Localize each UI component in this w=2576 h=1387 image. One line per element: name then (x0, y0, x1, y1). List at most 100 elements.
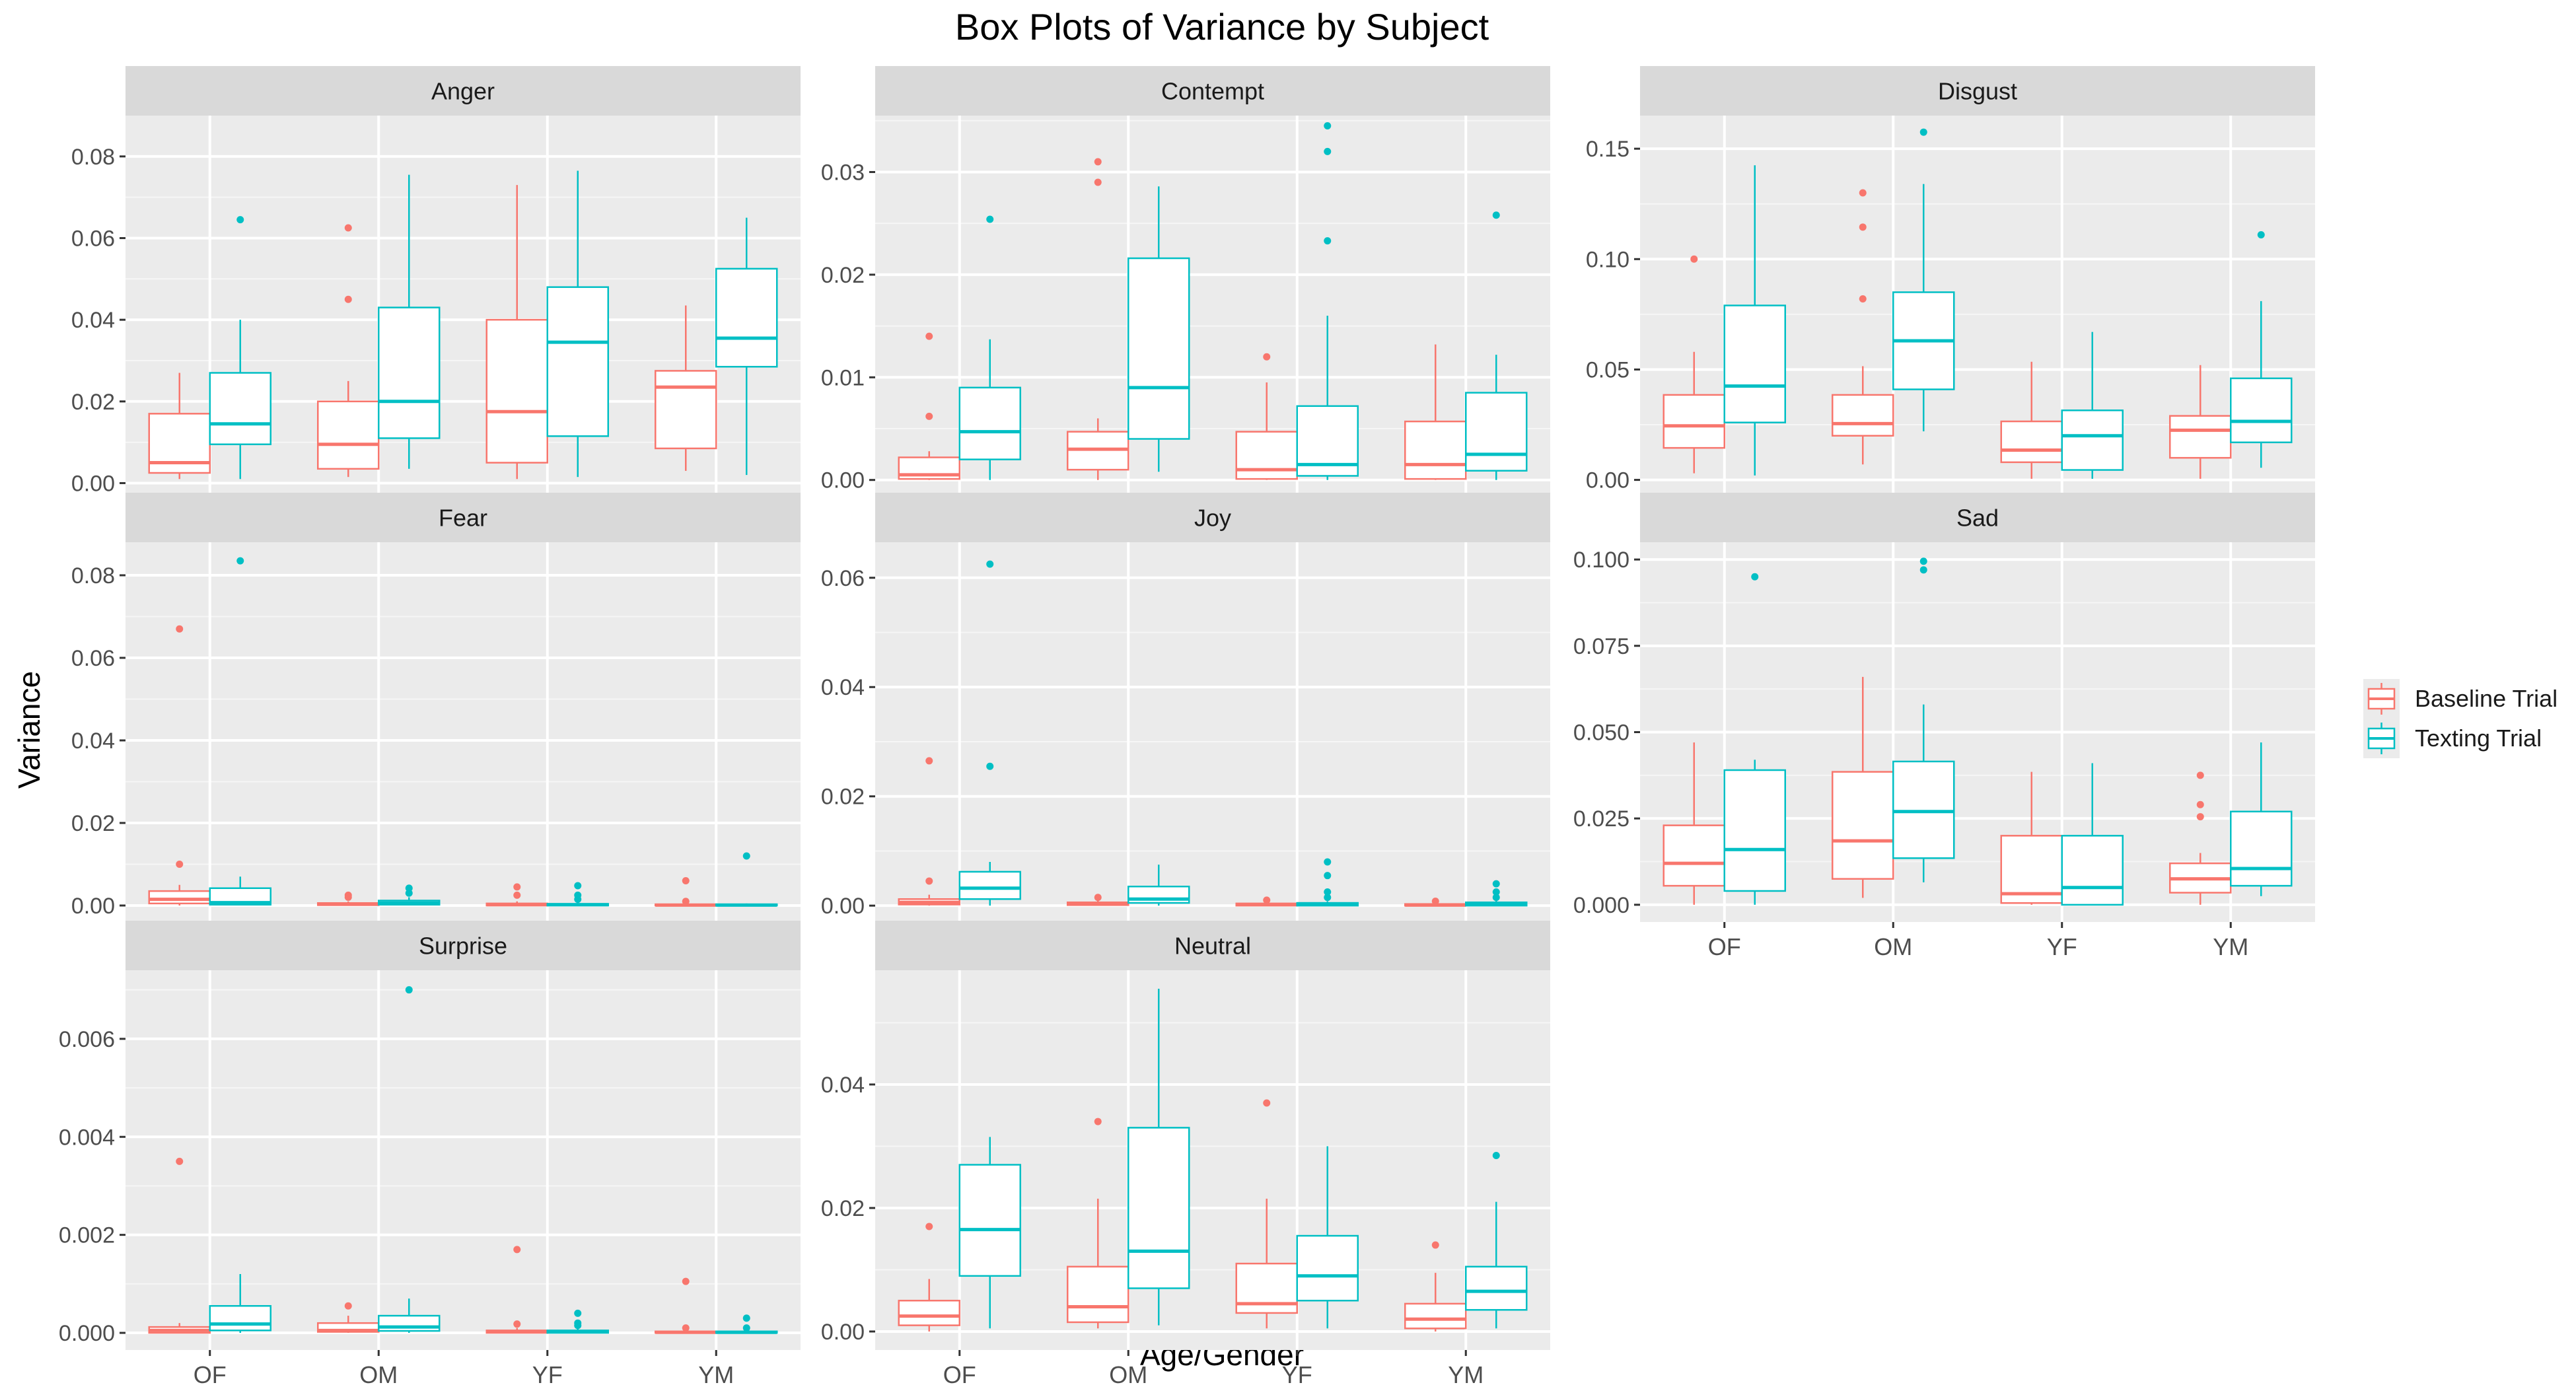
box-contempt-texting-trial-yf-outlier (1324, 147, 1332, 155)
box-surprise-texting-trial-ym-outlier (742, 1314, 750, 1322)
box-surprise-baseline-trial-om-outlier (344, 1302, 352, 1310)
box-disgust-texting-trial-ym-outlier (2257, 231, 2265, 239)
box-joy-texting-trial-yf-outlier (1324, 888, 1332, 896)
y-tick-label-neutral: 0.04 (821, 1073, 865, 1098)
panel-strip-fear (125, 493, 801, 542)
box-surprise-texting-trial-of-iqr (209, 1304, 271, 1332)
x-tick-label-surprise: OF (194, 1361, 227, 1387)
box-anger-baseline-trial-om-iqr (317, 400, 380, 470)
box-neutral-baseline-trial-ym-outlier (1431, 1241, 1439, 1249)
panel-title-fear: Fear (439, 505, 487, 532)
panel-title-contempt: Contempt (1161, 78, 1264, 105)
box-disgust-texting-trial-om-outlier (1919, 128, 1927, 136)
x-tick-label-sad: OM (1874, 933, 1912, 960)
y-tick-label-anger: 0.00 (71, 471, 115, 496)
box-sad-baseline-trial-ym-outlier (2196, 800, 2204, 808)
y-tick-label-disgust: 0.00 (1586, 468, 1629, 493)
y-tick-label-sad: 0.100 (1573, 548, 1629, 573)
box-disgust-baseline-trial-of-iqr (1663, 394, 1725, 449)
box-fear-baseline-trial-of-outlier (176, 861, 184, 868)
box-disgust-baseline-trial-om-outlier (1859, 223, 1867, 231)
box-surprise-baseline-trial-ym-outlier (682, 1277, 690, 1285)
y-tick-label-contempt: 0.00 (821, 468, 865, 493)
box-sad-texting-trial-om-outlier (1919, 557, 1927, 565)
box-contempt-texting-trial-yf-outlier (1324, 122, 1332, 130)
box-disgust-texting-trial-ym-iqr (2230, 377, 2293, 444)
y-tick-label-contempt: 0.01 (821, 365, 865, 390)
panel-strip-sad (1640, 493, 2315, 542)
box-sad-baseline-trial-of-iqr (1663, 824, 1725, 887)
box-neutral-texting-trial-ym-iqr (1465, 1265, 1528, 1311)
box-surprise-baseline-trial-yf-outlier (513, 1246, 521, 1254)
y-tick-label-contempt: 0.03 (821, 160, 865, 185)
y-tick-label-joy: 0.00 (821, 894, 865, 919)
box-surprise-texting-trial-ym-outlier (742, 1324, 750, 1332)
box-sad-baseline-trial-om-iqr (1832, 771, 1894, 880)
box-neutral-texting-trial-ym-outlier (1492, 1151, 1500, 1159)
legend-label-baseline-trial: Baseline Trial (2415, 685, 2558, 712)
x-tick-label-sad: YF (2047, 933, 2077, 960)
box-contempt-baseline-trial-of-outlier (925, 412, 933, 420)
panel-strip-disgust (1640, 66, 2315, 116)
y-tick-label-surprise: 0.006 (59, 1027, 115, 1052)
x-tick-label-neutral: YM (1448, 1361, 1484, 1387)
box-fear-baseline-trial-yf-outlier (513, 883, 521, 891)
box-sad-texting-trial-om-iqr (1892, 760, 1955, 859)
box-contempt-baseline-trial-yf-iqr (1235, 431, 1298, 480)
box-anger-texting-trial-ym-iqr (715, 267, 778, 368)
y-tick-label-joy: 0.06 (821, 566, 865, 591)
box-surprise-baseline-trial-of-outlier (176, 1157, 184, 1165)
y-tick-label-anger: 0.08 (71, 145, 115, 170)
y-tick-label-anger: 0.04 (71, 308, 115, 333)
panel-title-anger: Anger (431, 78, 495, 105)
box-disgust-baseline-trial-om-outlier (1859, 295, 1867, 302)
y-tick-label-contempt: 0.02 (821, 263, 865, 288)
box-sad-baseline-trial-yf-iqr (2000, 835, 2063, 904)
box-surprise-texting-trial-yf-outlier (574, 1319, 582, 1327)
box-contempt-baseline-trial-om-outlier (1094, 178, 1102, 186)
box-neutral-texting-trial-om-iqr (1127, 1127, 1190, 1289)
panel-title-disgust: Disgust (1938, 78, 2017, 105)
x-tick-label-neutral: YF (1282, 1361, 1312, 1387)
x-tick-label-sad: OF (1708, 933, 1741, 960)
box-contempt-texting-trial-ym-iqr (1465, 392, 1528, 472)
y-tick-label-neutral: 0.00 (821, 1320, 865, 1345)
y-tick-label-disgust: 0.05 (1586, 357, 1629, 382)
x-tick-label-surprise: YF (532, 1361, 563, 1387)
box-neutral-baseline-trial-yf-iqr (1235, 1262, 1298, 1314)
chart-title: Box Plots of Variance by Subject (954, 6, 1489, 48)
panel-title-joy: Joy (1194, 505, 1231, 532)
y-tick-label-joy: 0.02 (821, 785, 865, 810)
panel-bg-surprise (125, 970, 801, 1350)
box-contempt-texting-trial-yf-outlier (1324, 237, 1332, 245)
box-disgust-texting-trial-yf-iqr (2061, 409, 2124, 471)
box-neutral-baseline-trial-om-iqr (1067, 1265, 1129, 1324)
x-tick-label-neutral: OF (943, 1361, 976, 1387)
box-sad-texting-trial-ym-iqr (2230, 810, 2293, 887)
y-tick-label-fear: 0.04 (71, 729, 115, 754)
box-disgust-texting-trial-of-iqr (1723, 304, 1786, 423)
y-tick-label-surprise: 0.004 (59, 1125, 115, 1150)
box-contempt-baseline-trial-ym-iqr (1404, 420, 1467, 480)
panel-bg-neutral (875, 970, 1550, 1350)
panel-bg-joy (875, 542, 1550, 922)
box-joy-texting-trial-of-iqr (958, 871, 1021, 900)
panel-strip-anger (125, 66, 801, 116)
box-fear-baseline-trial-ym-outlier (682, 877, 690, 884)
box-neutral-baseline-trial-om-outlier (1094, 1118, 1102, 1125)
y-tick-label-fear: 0.02 (71, 811, 115, 836)
y-tick-label-sad: 0.075 (1573, 634, 1629, 659)
y-tick-label-anger: 0.02 (71, 390, 115, 415)
box-fear-texting-trial-om-outlier (405, 884, 413, 892)
y-tick-label-anger: 0.06 (71, 226, 115, 251)
box-disgust-baseline-trial-of-outlier (1690, 255, 1698, 263)
y-tick-label-disgust: 0.10 (1586, 247, 1629, 272)
box-joy-texting-trial-of-outlier (986, 762, 994, 770)
y-tick-label-sad: 0.050 (1573, 721, 1629, 746)
box-neutral-texting-trial-yf-iqr (1296, 1234, 1359, 1302)
box-fear-baseline-trial-of-outlier (176, 625, 184, 633)
box-contempt-baseline-trial-of-outlier (925, 332, 933, 340)
box-neutral-baseline-trial-of-outlier (925, 1223, 933, 1230)
box-anger-texting-trial-om-iqr (378, 306, 441, 439)
